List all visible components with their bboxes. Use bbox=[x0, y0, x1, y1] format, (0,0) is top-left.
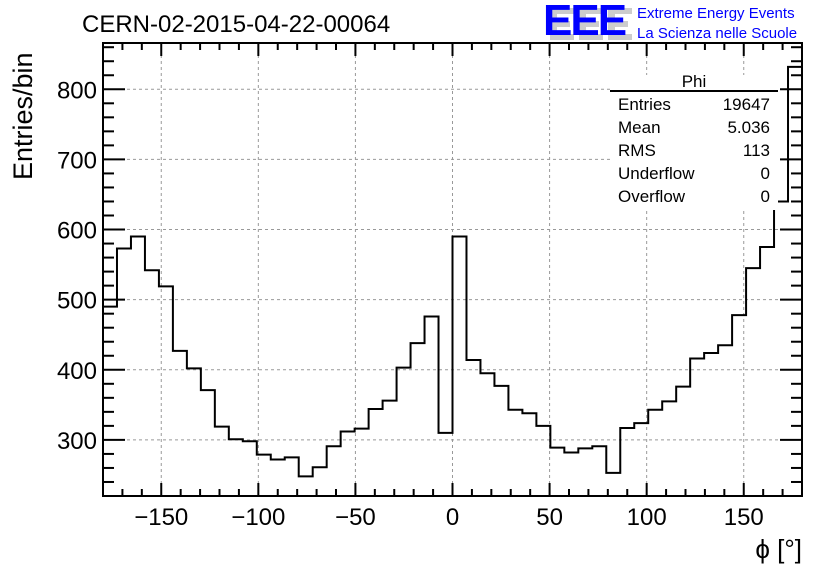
histogram-bin bbox=[313, 467, 327, 496]
stats-box: Phi Entries 19647 Mean 5.036 RMS 113 Underflow… bbox=[610, 72, 778, 210]
histogram-bin bbox=[760, 247, 774, 496]
stats-value: 113 bbox=[743, 141, 770, 160]
histogram-bin bbox=[592, 446, 606, 496]
chart-title: CERN-02-2015-04-22-00064 bbox=[82, 11, 390, 38]
histogram-bin bbox=[550, 448, 564, 496]
x-tick-label: 100 bbox=[627, 504, 667, 531]
stats-label: Underflow bbox=[618, 164, 695, 183]
x-tick-label: −100 bbox=[231, 504, 285, 531]
histogram-bin bbox=[508, 410, 522, 496]
histogram-bin bbox=[229, 439, 243, 496]
histogram-bin bbox=[732, 315, 746, 496]
y-tick-label: 300 bbox=[57, 428, 97, 455]
histogram-bin bbox=[453, 237, 467, 496]
histogram-bin bbox=[690, 359, 704, 496]
histogram-bin bbox=[159, 286, 173, 496]
histogram-bin bbox=[341, 431, 355, 496]
logo-line1: Extreme Energy Events bbox=[637, 5, 795, 22]
histogram-bin bbox=[494, 386, 508, 496]
histogram-bin bbox=[173, 351, 187, 496]
histogram-bin bbox=[718, 345, 732, 496]
y-tick-label: 600 bbox=[57, 218, 97, 245]
y-tick-label: 500 bbox=[57, 288, 97, 315]
stats-title: Phi bbox=[682, 72, 707, 91]
tick-labels: −150 −100 −50 0 50 100 150 300 400 500 600 700 800 bbox=[57, 77, 764, 531]
histogram-bin bbox=[355, 429, 369, 496]
histogram-bin bbox=[466, 360, 480, 496]
x-tick-label: −50 bbox=[335, 504, 376, 531]
histogram-bin bbox=[411, 343, 425, 496]
stats-value: 19647 bbox=[723, 95, 770, 114]
histogram-bin bbox=[383, 401, 397, 496]
stats-value: 5.036 bbox=[727, 118, 770, 137]
logo-shadow-shape bbox=[608, 34, 632, 40]
logo-text: EEE bbox=[543, 0, 626, 45]
stats-value: 0 bbox=[761, 164, 770, 183]
histogram-bin bbox=[746, 268, 760, 496]
y-tick-label: 400 bbox=[57, 358, 97, 385]
logo-shadow-shape bbox=[608, 8, 632, 14]
histogram-bin bbox=[676, 387, 690, 496]
logo-shadow-shape bbox=[608, 21, 628, 27]
eee-logo: EEE Extreme Energy Events La Scienza nel… bbox=[543, 0, 797, 45]
histogram-bin bbox=[425, 316, 439, 496]
histogram-bin bbox=[662, 401, 676, 496]
logo-shadow-shape bbox=[550, 34, 574, 40]
plot-frame bbox=[102, 42, 803, 497]
histogram-bin bbox=[215, 427, 229, 496]
logo-shadow-shape bbox=[579, 21, 599, 27]
stats-label: Mean bbox=[618, 118, 661, 137]
histogram-bin bbox=[131, 237, 145, 496]
histogram-bin bbox=[397, 368, 411, 496]
histogram-bin bbox=[578, 448, 592, 496]
y-axis-label: Entries/bin bbox=[8, 52, 38, 180]
histogram-bin bbox=[480, 373, 494, 496]
stats-background bbox=[610, 75, 778, 210]
logo-shadow-shape bbox=[579, 8, 603, 14]
y-tick-label: 800 bbox=[57, 77, 97, 104]
logo-shadow-shape bbox=[579, 34, 603, 40]
x-tick-label: 150 bbox=[724, 504, 764, 531]
stats-label: Entries bbox=[618, 95, 671, 114]
histogram-bin bbox=[201, 390, 215, 496]
histogram-bin bbox=[648, 410, 662, 496]
y-tick-label: 700 bbox=[57, 147, 97, 174]
x-axis-label: ϕ [°] bbox=[755, 534, 802, 564]
histogram-bin bbox=[145, 270, 159, 496]
histogram-bin bbox=[243, 441, 257, 496]
histogram-bin bbox=[117, 248, 131, 496]
stats-label: Overflow bbox=[618, 187, 686, 206]
stats-label: RMS bbox=[618, 141, 656, 160]
histogram-bin bbox=[187, 368, 201, 496]
logo-shadow bbox=[550, 8, 632, 40]
x-tick-label: −150 bbox=[134, 504, 188, 531]
histogram-bin bbox=[774, 201, 788, 496]
histogram-bin bbox=[369, 409, 383, 496]
x-tick-label: 50 bbox=[536, 504, 563, 531]
histogram-bin bbox=[299, 476, 313, 496]
histogram-bin bbox=[704, 353, 718, 496]
stats-value: 0 bbox=[761, 187, 770, 206]
histogram-bin bbox=[564, 453, 578, 496]
logo-line2: La Scienza nelle Scuole bbox=[637, 25, 797, 42]
x-tick-label: 0 bbox=[446, 504, 459, 531]
histogram-bin bbox=[620, 428, 634, 496]
histogram-bin bbox=[522, 413, 536, 496]
histogram-bin bbox=[439, 433, 453, 496]
histogram-bin bbox=[327, 446, 341, 496]
histogram-line bbox=[102, 65, 802, 496]
histogram-bin bbox=[536, 426, 550, 496]
logo-shadow-shape bbox=[550, 21, 570, 27]
stats-rows: Entries 19647 Mean 5.036 RMS 113 Underflow 0 Ove… bbox=[618, 95, 770, 206]
logo-shadow-shape bbox=[550, 8, 574, 14]
